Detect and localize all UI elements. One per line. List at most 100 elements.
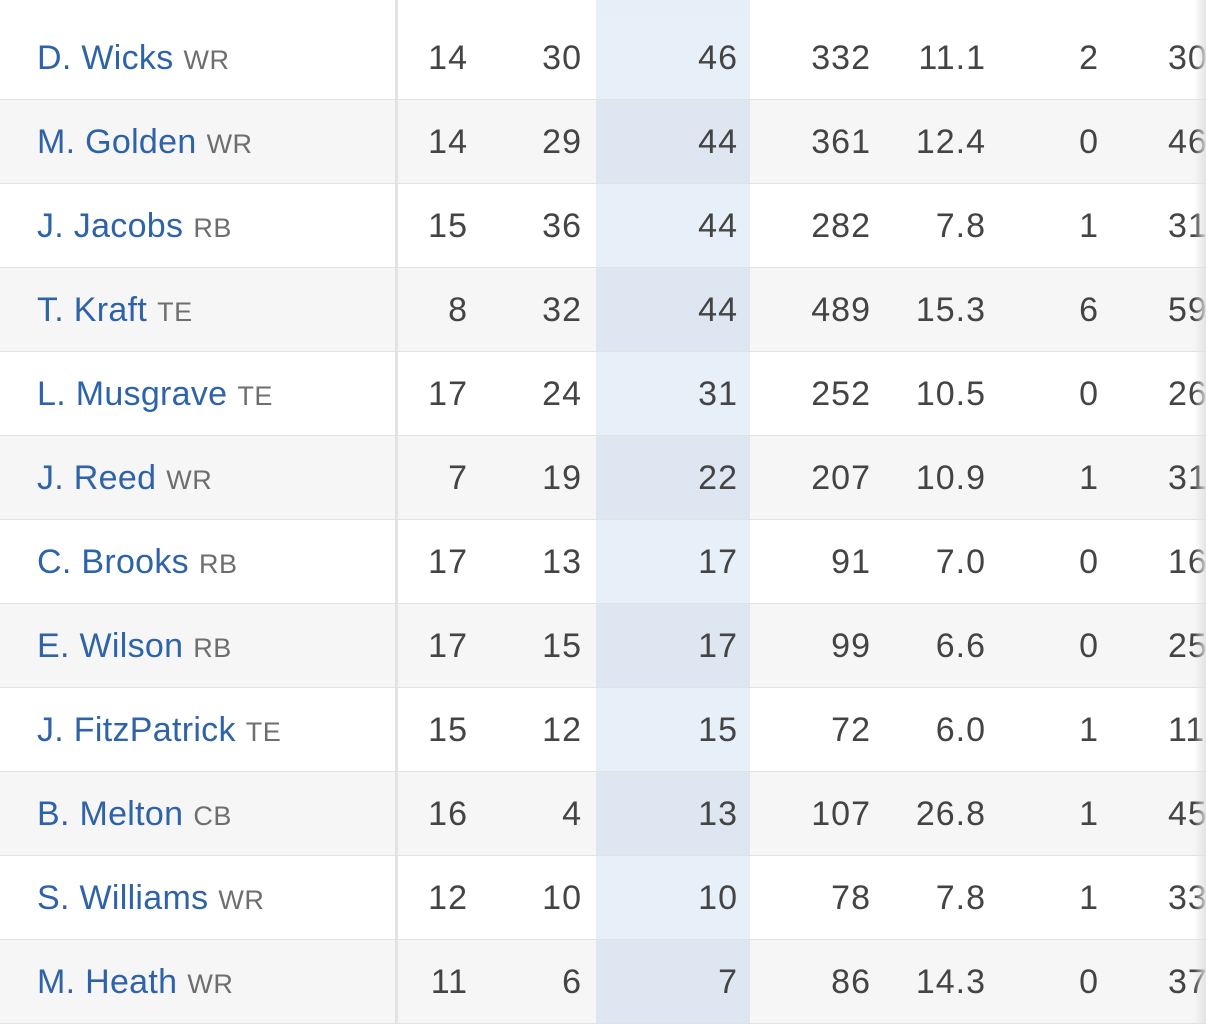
stat-cell: 0 bbox=[1079, 627, 1099, 665]
table-row: J. Jacobs RB 15 36 44 282 7.8 1 31 bbox=[0, 184, 1206, 268]
player-name-link[interactable]: D. Wicks bbox=[37, 39, 174, 77]
stat-cell: 7.0 bbox=[935, 543, 986, 581]
stat-cell: 1 bbox=[1079, 459, 1099, 497]
stat-cell: 6.6 bbox=[935, 627, 986, 665]
player-position: RB bbox=[193, 213, 232, 243]
stat-cell: 15 bbox=[428, 711, 468, 749]
highlighted-column bbox=[596, 436, 750, 519]
stat-cell: 26.8 bbox=[915, 795, 986, 833]
player-name-link[interactable]: L. Musgrave bbox=[37, 375, 228, 413]
stat-cell: 207 bbox=[811, 459, 871, 497]
column-divider bbox=[395, 856, 398, 940]
stat-cell: 17 bbox=[698, 543, 738, 581]
player-name-link[interactable]: B. Melton bbox=[37, 795, 184, 833]
stat-cell: 252 bbox=[811, 375, 871, 413]
stat-cell: 32 bbox=[542, 291, 582, 329]
stat-cell: 13 bbox=[542, 543, 582, 581]
stat-cell: 11 bbox=[430, 963, 468, 1001]
player-name-link[interactable]: J. Jacobs bbox=[37, 207, 184, 245]
player-name-link[interactable]: C. Brooks bbox=[37, 543, 189, 581]
stat-cell: 10 bbox=[698, 879, 738, 917]
stat-cell: 14.3 bbox=[915, 963, 986, 1001]
column-divider bbox=[395, 772, 398, 856]
stat-cell: 17 bbox=[428, 543, 468, 581]
highlighted-column bbox=[596, 688, 750, 771]
stat-cell: 91 bbox=[831, 543, 871, 581]
stat-cell: 31 bbox=[698, 375, 738, 413]
stat-cell: 99 bbox=[831, 627, 871, 665]
stat-cell: 0 bbox=[1079, 963, 1099, 1001]
stat-cell: 1 bbox=[1079, 207, 1099, 245]
player-name-link[interactable]: M. Golden bbox=[37, 123, 197, 161]
player-position: WR bbox=[206, 129, 253, 159]
player-name-link[interactable]: J. Reed bbox=[37, 459, 157, 497]
player-name-link[interactable]: M. Heath bbox=[37, 963, 178, 1001]
player-position: CB bbox=[193, 801, 232, 831]
player-name-link[interactable]: J. FitzPatrick bbox=[37, 711, 236, 749]
stat-cell: 6.0 bbox=[935, 711, 986, 749]
stat-cell: 17 bbox=[698, 627, 738, 665]
stat-cell: 15 bbox=[428, 207, 468, 245]
highlighted-column bbox=[596, 352, 750, 435]
column-divider bbox=[395, 184, 398, 268]
stat-cell: 29 bbox=[542, 123, 582, 161]
player-name-link[interactable]: T. Kraft bbox=[37, 291, 148, 329]
player-position: WR bbox=[187, 969, 234, 999]
player-cell: J. FitzPatrick TE bbox=[37, 688, 281, 772]
table-row: D. Wicks WR 14 30 46 332 11.1 2 30 bbox=[0, 16, 1206, 100]
player-position: TE bbox=[157, 297, 193, 327]
highlighted-column bbox=[596, 520, 750, 603]
stat-cell: 30 bbox=[542, 39, 582, 77]
player-cell: M. Golden WR bbox=[37, 100, 253, 184]
stat-cell: 78 bbox=[831, 879, 871, 917]
table-top-strip bbox=[0, 0, 1206, 17]
stat-cell: 19 bbox=[542, 459, 582, 497]
stat-cell: 2 bbox=[1079, 39, 1099, 77]
player-cell: D. Wicks WR bbox=[37, 16, 229, 100]
stat-cell: 16 bbox=[428, 795, 468, 833]
player-position: RB bbox=[198, 549, 238, 579]
stat-cell: 24 bbox=[542, 375, 582, 413]
highlighted-column bbox=[596, 940, 750, 1023]
player-cell: J. Reed WR bbox=[37, 436, 212, 520]
table-row: C. Brooks RB 17 13 17 91 7.0 0 16 bbox=[0, 520, 1206, 604]
stat-cell: 8 bbox=[448, 291, 468, 329]
player-position: TE bbox=[245, 717, 282, 747]
stat-cell: 11.1 bbox=[918, 39, 986, 77]
table-row: J. Reed WR 7 19 22 207 10.9 1 31 bbox=[0, 436, 1206, 520]
stat-cell: 4 bbox=[562, 795, 582, 833]
column-divider bbox=[395, 688, 398, 772]
column-divider bbox=[395, 0, 398, 16]
stat-cell: 0 bbox=[1079, 375, 1099, 413]
player-cell: E. Wilson RB bbox=[37, 604, 232, 688]
stat-cell: 6 bbox=[1079, 291, 1099, 329]
player-name-link[interactable]: S. Williams bbox=[37, 879, 209, 917]
stat-cell: 22 bbox=[698, 459, 738, 497]
highlighted-column bbox=[596, 268, 750, 351]
player-cell: S. Williams WR bbox=[37, 856, 264, 940]
stat-cell: 7 bbox=[448, 459, 468, 497]
stat-cell: 1 bbox=[1079, 879, 1099, 917]
stat-cell: 46 bbox=[698, 39, 738, 77]
stat-cell: 1 bbox=[1079, 795, 1099, 833]
stat-cell: 44 bbox=[698, 207, 738, 245]
player-cell: M. Heath WR bbox=[37, 940, 233, 1024]
player-cell: C. Brooks RB bbox=[37, 520, 237, 604]
stat-cell: 17 bbox=[428, 627, 468, 665]
stat-cell: 282 bbox=[811, 207, 871, 245]
stat-cell: 332 bbox=[811, 39, 871, 77]
player-position: WR bbox=[183, 45, 230, 75]
column-divider bbox=[395, 604, 398, 688]
stat-cell: 72 bbox=[831, 711, 871, 749]
player-name-link[interactable]: E. Wilson bbox=[37, 627, 184, 665]
table-row: B. Melton CB 16 4 13 107 26.8 1 45 bbox=[0, 772, 1206, 856]
stat-cell: 10.5 bbox=[915, 375, 986, 413]
horizontal-scroll-edge[interactable] bbox=[1194, 0, 1206, 1024]
stat-cell: 36 bbox=[542, 207, 582, 245]
column-divider bbox=[395, 940, 398, 1024]
stat-cell: 12 bbox=[542, 711, 582, 749]
table-row: L. Musgrave TE 17 24 31 252 10.5 0 26 bbox=[0, 352, 1206, 436]
stat-cell: 17 bbox=[428, 375, 468, 413]
column-divider bbox=[395, 100, 398, 184]
stat-cell: 13 bbox=[698, 795, 738, 833]
